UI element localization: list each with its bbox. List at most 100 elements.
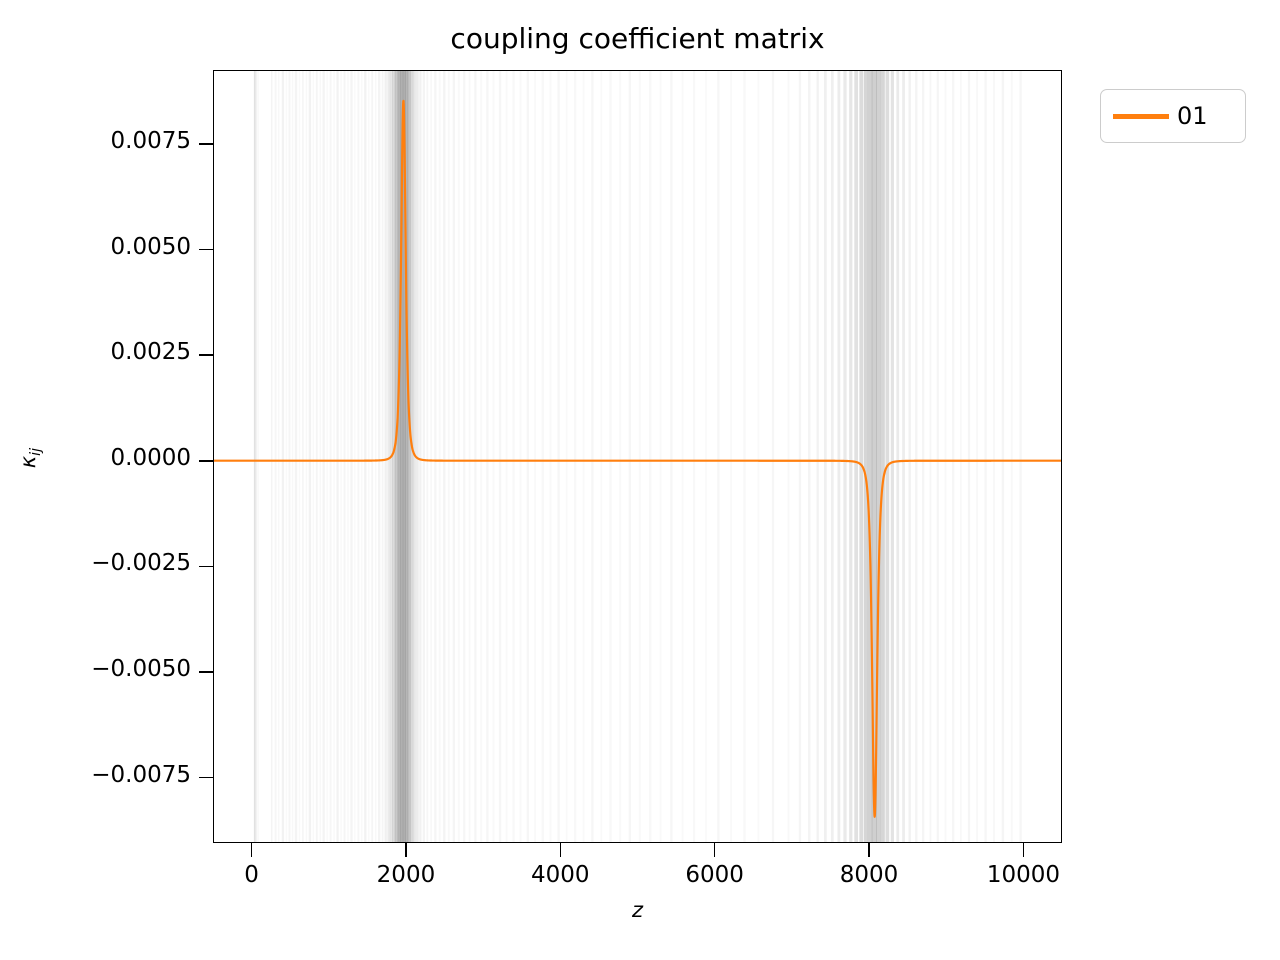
x-axis-label: z: [631, 898, 644, 922]
vertical-band: [404, 71, 410, 842]
vertical-band: [843, 71, 847, 842]
x-tick-label: 0: [244, 862, 259, 888]
vertical-bands-layer: [253, 71, 1022, 842]
vertical-band: [915, 71, 918, 842]
vertical-band: [896, 71, 900, 842]
vertical-band: [849, 71, 853, 842]
vertical-band: [281, 71, 285, 842]
vertical-band: [398, 71, 404, 842]
vertical-band: [294, 71, 298, 842]
vertical-band: [305, 71, 308, 842]
legend[interactable]: 01: [1100, 89, 1246, 143]
vertical-band: [967, 71, 971, 842]
vertical-band: [871, 71, 877, 842]
vertical-band: [277, 71, 280, 842]
plot-area[interactable]: [213, 70, 1062, 843]
vertical-band: [354, 71, 356, 842]
vertical-band: [253, 71, 256, 842]
vertical-band: [258, 71, 260, 842]
x-tick-label: 8000: [839, 862, 899, 888]
vertical-band: [771, 71, 775, 842]
vertical-band: [298, 71, 301, 842]
vertical-band: [415, 71, 419, 842]
vertical-band: [291, 71, 294, 842]
vertical-band: [505, 71, 508, 842]
vertical-band: [407, 71, 412, 842]
legend-label: 01: [1177, 102, 1208, 130]
vertical-band: [976, 71, 978, 842]
y-tick-mark: [199, 143, 213, 145]
vertical-band: [457, 71, 460, 842]
x-tick-mark: [868, 843, 870, 857]
vertical-band: [830, 71, 834, 842]
vertical-band: [929, 71, 932, 842]
x-tick-mark: [405, 843, 407, 857]
vertical-band: [498, 71, 502, 842]
vertical-band: [361, 71, 363, 842]
vertical-band: [876, 71, 881, 842]
y-tick-label: −0.0075: [91, 761, 191, 788]
vertical-band: [426, 71, 429, 842]
x-tick-label: 2000: [376, 862, 436, 888]
vertical-band: [692, 71, 696, 842]
vertical-band: [670, 71, 673, 842]
vertical-band: [854, 71, 859, 842]
x-tick-mark: [559, 843, 562, 857]
vertical-band: [447, 71, 450, 842]
vertical-band: [419, 71, 422, 842]
vertical-band: [808, 71, 811, 842]
y-tick-label: 0.0000: [110, 444, 191, 471]
vertical-band: [329, 71, 332, 842]
vertical-band: [549, 71, 552, 842]
vertical-band: [798, 71, 802, 842]
y-axis-label: κij: [16, 408, 44, 508]
vertical-band: [443, 71, 446, 842]
vertical-band: [340, 71, 342, 842]
vertical-band: [347, 71, 349, 842]
vertical-band: [743, 71, 746, 842]
vertical-band: [908, 71, 911, 842]
vertical-band: [350, 71, 353, 842]
vertical-band: [837, 71, 841, 842]
vertical-band: [319, 71, 321, 842]
vertical-band: [474, 71, 477, 842]
y-tick-mark: [199, 459, 213, 462]
y-tick-mark: [199, 671, 213, 673]
y-tick-mark: [199, 565, 213, 568]
y-axis-label-subscript: ij: [28, 447, 45, 456]
vertical-band: [512, 71, 515, 842]
vertical-band: [312, 71, 315, 842]
vertical-band: [468, 71, 471, 842]
y-tick-label: −0.0025: [91, 550, 191, 577]
legend-entry[interactable]: 01: [1101, 90, 1245, 142]
vertical-band: [326, 71, 328, 842]
x-tick-label: 4000: [531, 862, 590, 888]
vertical-band: [823, 71, 827, 842]
vertical-band: [400, 71, 406, 842]
vertical-band: [412, 71, 416, 842]
vertical-band: [1010, 71, 1013, 842]
vertical-band: [371, 71, 374, 842]
vertical-band: [557, 71, 560, 842]
y-tick-label: 0.0050: [110, 233, 191, 260]
vertical-band: [438, 71, 441, 842]
y-tick-mark: [199, 354, 213, 356]
vertical-band: [452, 71, 456, 842]
vertical-band: [993, 71, 995, 842]
vertical-band: [364, 71, 367, 842]
vertical-band: [717, 71, 720, 842]
vertical-band: [885, 71, 890, 842]
vertical-band: [922, 71, 925, 842]
vertical-band: [480, 71, 483, 842]
vertical-band: [787, 71, 790, 842]
vertical-band: [463, 71, 466, 842]
vertical-band: [387, 71, 391, 842]
vertical-band: [609, 71, 612, 842]
x-tick-label: 6000: [685, 862, 744, 888]
series-layer: [214, 99, 1061, 818]
vertical-band: [302, 71, 304, 842]
vertical-band: [322, 71, 325, 842]
y-tick-label: 0.0075: [110, 127, 191, 154]
vertical-band: [859, 71, 864, 842]
